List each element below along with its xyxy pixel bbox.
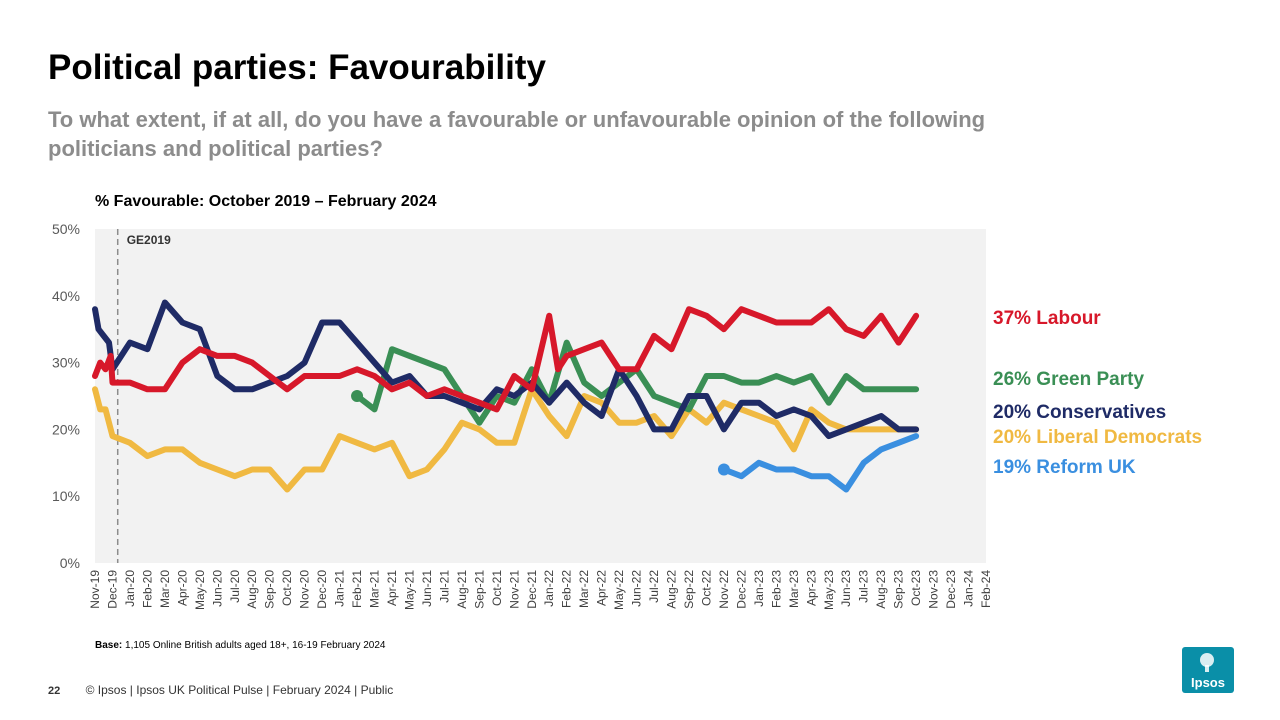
y-tick-label: 10% [52, 488, 80, 504]
x-tick-label: Dec-20 [315, 570, 329, 609]
x-tick-label: Feb-20 [140, 570, 154, 608]
x-tick-label: Jul-23 [857, 570, 871, 603]
x-axis: Nov-19 Dec-19 Jan-20 Feb-20 Mar-20 Apr-20 May-… [88, 570, 993, 610]
end-label-layer: 37% Labour 20% Conservatives 26% Green Par… [993, 308, 1202, 478]
x-tick-label: Feb-23 [769, 570, 783, 608]
x-tick-label: Nov-21 [507, 570, 521, 609]
x-tick-label: Jun-22 [630, 570, 644, 607]
x-tick-label: Nov-20 [298, 570, 312, 609]
x-tick-label: Mar-23 [787, 570, 801, 608]
x-tick-label: May-23 [822, 570, 836, 610]
x-tick-label: Apr-22 [595, 570, 609, 606]
x-tick-label: Jun-20 [210, 570, 224, 607]
green-party-start-marker [351, 390, 364, 402]
x-tick-label: Dec-21 [525, 570, 539, 609]
liberal-democrats-line [92, 386, 920, 493]
x-tick-label: Jan-23 [752, 570, 766, 607]
base-note: Base: 1,105 Online British adults aged 1… [95, 640, 385, 651]
logo-text: Ipsos [1191, 675, 1225, 690]
x-tick-label: Sep-22 [682, 570, 696, 609]
ipsos-logo: Ipsos [1182, 647, 1234, 693]
x-tick-label: Dec-19 [105, 570, 119, 609]
ge2019-label: GE2019 [127, 233, 171, 247]
y-tick-label: 40% [52, 288, 80, 304]
x-tick-label: Jan-21 [333, 570, 347, 607]
x-tick-label: Dec-22 [734, 570, 748, 609]
x-tick-label: Nov-23 [927, 570, 941, 609]
x-tick-label: Nov-19 [88, 570, 102, 609]
x-tick-label: Jan-22 [542, 570, 556, 607]
x-tick-label: Apr-20 [175, 570, 189, 606]
footer-text: © Ipsos | Ipsos UK Political Pulse | Feb… [85, 683, 394, 697]
y-tick-label: 0% [60, 555, 80, 571]
reform-uk-end-label: 19% Reform UK [993, 457, 1136, 478]
x-tick-label: Jan-24 [962, 570, 976, 607]
base-text: 1,105 Online British adults aged 18+, 16… [125, 640, 386, 651]
x-tick-label: Aug-20 [245, 570, 259, 609]
conservatives-line [92, 299, 920, 440]
x-tick-label: Nov-22 [717, 570, 731, 609]
x-tick-label: Oct-20 [280, 570, 294, 606]
x-tick-label: Mar-22 [577, 570, 591, 608]
green-party-end-label: 26% Green Party [993, 369, 1144, 390]
x-tick-label: Mar-21 [368, 570, 382, 608]
x-tick-label: Jun-21 [420, 570, 434, 607]
annotation-layer: GE2019 [116, 229, 171, 563]
labour-end-label: 37% Labour [993, 308, 1101, 329]
reform-uk-line [720, 433, 920, 493]
x-tick-label: Feb-21 [350, 570, 364, 608]
y-tick-label: 20% [52, 421, 80, 437]
chart-heading: % Favourable: October 2019 – February 20… [95, 193, 437, 210]
x-tick-label: Aug-21 [455, 570, 469, 609]
x-tick-label: Aug-23 [874, 570, 888, 609]
x-tick-label: May-21 [402, 570, 416, 610]
y-axis: 0% 10% 20% 30% 40% 50% [52, 221, 80, 571]
x-tick-label: Jul-22 [647, 570, 661, 603]
x-tick-label: Apr-23 [804, 570, 818, 606]
x-tick-label: Oct-23 [909, 570, 923, 606]
y-tick-label: 30% [52, 355, 80, 371]
x-tick-label: Jul-20 [228, 570, 242, 603]
x-tick-label: May-20 [193, 570, 207, 610]
x-tick-label: May-22 [612, 570, 626, 610]
x-tick-label: Jan-20 [123, 570, 137, 607]
x-tick-label: Jun-23 [839, 570, 853, 607]
slide-subtitle: To what extent, if at all, do you have a… [48, 107, 986, 161]
x-tick-label: Mar-20 [158, 570, 172, 608]
base-label: Base: [95, 640, 123, 651]
x-tick-label: Apr-21 [385, 570, 399, 606]
slide-title: Political parties: Favourability [48, 48, 546, 87]
footer: 22 © Ipsos | Ipsos UK Political Pulse | … [48, 683, 393, 697]
liberal-democrats-end-label: 20% Liberal Democrats [993, 427, 1202, 448]
labour-line [92, 306, 920, 413]
x-tick-label: Aug-22 [665, 570, 679, 609]
x-tick-label: Oct-21 [490, 570, 504, 606]
x-tick-label: Sep-23 [892, 570, 906, 609]
x-tick-label: Feb-22 [560, 570, 574, 608]
conservatives-end-label: 20% Conservatives [993, 402, 1166, 423]
x-tick-label: Feb-24 [979, 570, 993, 608]
x-tick-label: Sep-21 [472, 570, 486, 609]
x-tick-label: Sep-20 [263, 570, 277, 609]
reform-uk-start-marker [717, 463, 730, 476]
series-layer [92, 299, 920, 493]
y-tick-label: 50% [52, 221, 80, 237]
x-tick-label: Jul-21 [437, 570, 451, 603]
x-tick-label: Oct-22 [699, 570, 713, 606]
page-number: 22 [48, 685, 61, 697]
x-tick-label: Dec-23 [944, 570, 958, 609]
logo-mark-icon [1200, 653, 1214, 672]
